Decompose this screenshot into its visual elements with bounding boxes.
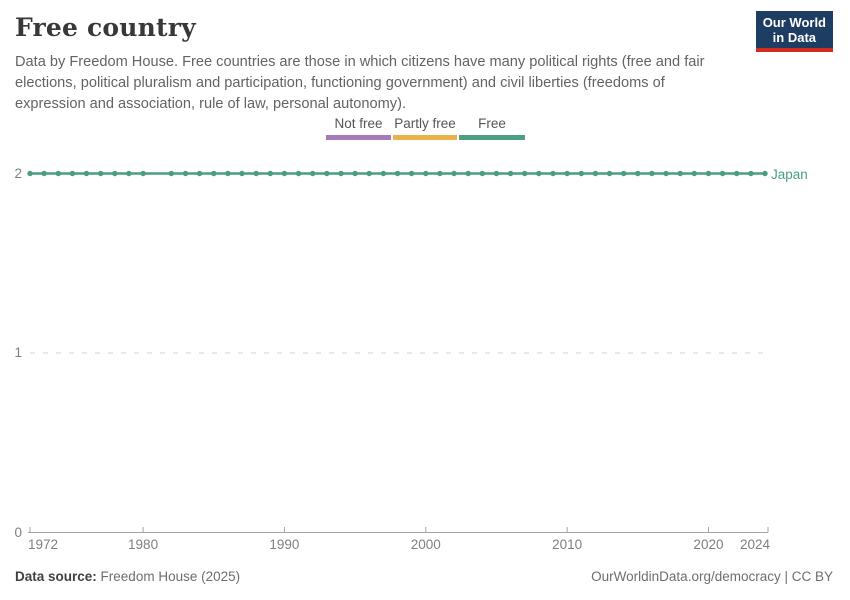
data-point-2009[interactable] [550,170,556,177]
data-point-2001[interactable] [437,170,443,177]
data-point-1974[interactable] [55,170,61,177]
legend-label: Not free [334,116,383,131]
data-point-1993[interactable] [324,170,330,177]
data-point-1986[interactable] [225,170,231,177]
data-point-2010[interactable] [564,170,570,177]
legend-item-not-free[interactable]: Not free [326,116,391,140]
data-point-2000[interactable] [423,170,429,177]
chart-subtitle: Data by Freedom House. Free countries ar… [15,54,705,112]
data-point-2002[interactable] [451,170,457,177]
data-point-2015[interactable] [635,170,641,177]
legend-color-bar [393,135,457,140]
x-tick-label-1972: 1972 [28,537,59,552]
x-tick-label-1980: 1980 [128,537,159,552]
data-point-1978[interactable] [112,170,118,177]
data-point-2020[interactable] [705,170,712,177]
x-tick-label-2024: 2024 [739,537,770,552]
data-point-1997[interactable] [380,170,387,177]
data-point-1994[interactable] [338,170,344,177]
data-point-1992[interactable] [310,170,316,177]
legend-label: Free [478,116,506,131]
data-point-1985[interactable] [211,170,217,177]
page-title: Free country [15,13,196,42]
y-tick-label-2: 2 [14,165,22,181]
data-point-1975[interactable] [69,170,76,177]
data-point-1972[interactable] [27,170,33,177]
data-point-1982[interactable] [168,170,174,177]
legend-color-bar [459,135,525,140]
y-tick-label-0: 0 [14,524,22,540]
data-point-2008[interactable] [536,170,542,177]
x-tick-label-2020: 2020 [693,537,724,552]
data-point-1980[interactable] [140,170,146,177]
footer-license-link[interactable]: OurWorldinData.org/democracy | CC BY [591,569,833,584]
data-point-1995[interactable] [352,170,358,177]
data-point-1977[interactable] [98,170,104,177]
data-point-2016[interactable] [649,170,655,177]
data-point-2003[interactable] [465,170,471,177]
data-point-2007[interactable] [522,170,528,177]
owid-logo-line1: Our World [762,15,826,30]
data-source-label: Data source: [15,569,97,584]
data-point-1979[interactable] [126,170,132,177]
data-point-2023[interactable] [748,170,754,177]
data-source-note: Data source: Freedom House (2025) [15,568,240,585]
data-point-2017[interactable] [663,170,669,177]
x-tick-label-1990: 1990 [269,537,300,552]
data-point-2004[interactable] [479,170,485,177]
x-tick-label-2000: 2000 [410,537,441,552]
data-point-1998[interactable] [394,170,401,177]
data-point-2006[interactable] [507,170,514,177]
owid-logo[interactable]: Our World in Data [755,11,833,52]
data-point-1991[interactable] [295,170,302,177]
data-point-1999[interactable] [408,170,415,177]
data-point-2024[interactable] [762,170,768,177]
data-point-2019[interactable] [691,170,697,177]
data-point-1988[interactable] [253,170,259,177]
data-point-2021[interactable] [719,170,726,177]
legend: Not free Partly free Free [326,116,525,140]
data-point-1976[interactable] [83,170,90,177]
data-point-2014[interactable] [621,170,627,177]
owid-logo-line2: in Data [772,30,817,45]
chart-footer: Data source: Freedom House (2025) OurWor… [15,568,833,585]
legend-item-partly-free[interactable]: Partly free [393,116,457,140]
data-point-1973[interactable] [41,170,47,177]
data-source-value[interactable]: Freedom House (2025) [100,569,241,584]
data-point-2022[interactable] [734,170,740,177]
data-point-1989[interactable] [267,170,273,177]
data-point-1984[interactable] [196,170,203,177]
y-tick-label-1: 1 [14,345,22,360]
data-point-1987[interactable] [239,170,245,177]
data-point-2011[interactable] [578,170,584,177]
data-point-1990[interactable] [281,170,288,177]
legend-label: Partly free [394,116,456,131]
data-point-2018[interactable] [677,170,683,177]
legend-color-bar [326,135,391,140]
legend-item-free[interactable]: Free [459,116,525,140]
data-point-2005[interactable] [493,170,500,177]
data-point-1996[interactable] [366,170,372,177]
data-point-1983[interactable] [182,170,189,177]
entity-label-japan[interactable]: Japan [771,166,808,182]
x-tick-label-2010: 2010 [552,537,583,552]
data-point-2012[interactable] [592,170,599,177]
data-point-2013[interactable] [606,170,613,177]
